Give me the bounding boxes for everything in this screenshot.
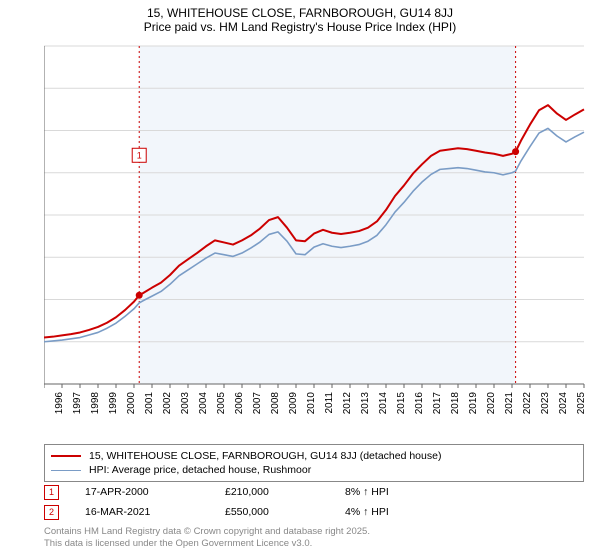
chart-container: 15, WHITEHOUSE CLOSE, FARNBOROUGH, GU14 … bbox=[0, 0, 600, 560]
svg-text:2018: 2018 bbox=[450, 392, 461, 415]
marker-delta-1: 8% ↑ HPI bbox=[345, 486, 465, 498]
svg-text:2005: 2005 bbox=[216, 392, 227, 415]
legend-label-hpi: HPI: Average price, detached house, Rush… bbox=[89, 464, 311, 476]
svg-text:2007: 2007 bbox=[252, 392, 263, 415]
svg-text:2003: 2003 bbox=[180, 392, 191, 415]
title-block: 15, WHITEHOUSE CLOSE, FARNBOROUGH, GU14 … bbox=[0, 0, 600, 34]
svg-text:2017: 2017 bbox=[432, 392, 443, 415]
legend-row-hpi: HPI: Average price, detached house, Rush… bbox=[51, 463, 577, 477]
svg-text:2010: 2010 bbox=[306, 392, 317, 415]
marker-date-1: 17-APR-2000 bbox=[85, 486, 225, 498]
marker-delta-2: 4% ↑ HPI bbox=[345, 506, 465, 518]
svg-text:2019: 2019 bbox=[468, 392, 479, 415]
svg-text:1996: 1996 bbox=[54, 392, 65, 415]
title-address: 15, WHITEHOUSE CLOSE, FARNBOROUGH, GU14 … bbox=[0, 6, 600, 20]
marker-num-2: 2 bbox=[49, 507, 54, 517]
marker-badge-2: 2 bbox=[44, 505, 59, 520]
marker-num-1: 1 bbox=[49, 487, 54, 497]
marker-row-1: 1 17-APR-2000 £210,000 8% ↑ HPI bbox=[44, 482, 465, 502]
legend-swatch-property bbox=[51, 455, 81, 457]
svg-text:2021: 2021 bbox=[504, 392, 515, 415]
footer-line-1: Contains HM Land Registry data © Crown c… bbox=[44, 526, 370, 538]
svg-text:2022: 2022 bbox=[522, 392, 533, 415]
marker-date-2: 16-MAR-2021 bbox=[85, 506, 225, 518]
svg-text:2002: 2002 bbox=[162, 392, 173, 415]
svg-text:2000: 2000 bbox=[126, 392, 137, 415]
svg-text:1999: 1999 bbox=[108, 392, 119, 415]
marker-price-2: £550,000 bbox=[225, 506, 345, 518]
svg-text:2020: 2020 bbox=[486, 392, 497, 415]
marker-table: 1 17-APR-2000 £210,000 8% ↑ HPI 2 16-MAR… bbox=[44, 482, 465, 522]
svg-text:2016: 2016 bbox=[414, 392, 425, 415]
svg-text:2023: 2023 bbox=[540, 392, 551, 415]
svg-text:1997: 1997 bbox=[72, 392, 83, 415]
svg-text:1: 1 bbox=[137, 150, 142, 160]
svg-text:2024: 2024 bbox=[558, 392, 569, 415]
svg-text:2015: 2015 bbox=[396, 392, 407, 415]
title-subtitle: Price paid vs. HM Land Registry's House … bbox=[0, 20, 600, 34]
svg-text:2001: 2001 bbox=[144, 392, 155, 415]
marker-badge-1: 1 bbox=[44, 485, 59, 500]
marker-price-1: £210,000 bbox=[225, 486, 345, 498]
svg-text:2013: 2013 bbox=[360, 392, 371, 415]
svg-text:1995: 1995 bbox=[44, 392, 47, 415]
svg-text:2025: 2025 bbox=[576, 392, 587, 415]
footer: Contains HM Land Registry data © Crown c… bbox=[44, 526, 370, 551]
svg-text:2014: 2014 bbox=[378, 392, 389, 415]
svg-text:2009: 2009 bbox=[288, 392, 299, 415]
svg-text:2006: 2006 bbox=[234, 392, 245, 415]
svg-text:2008: 2008 bbox=[270, 392, 281, 415]
marker-row-2: 2 16-MAR-2021 £550,000 4% ↑ HPI bbox=[44, 502, 465, 522]
svg-text:2004: 2004 bbox=[198, 392, 209, 415]
legend-swatch-hpi bbox=[51, 470, 81, 471]
svg-text:1998: 1998 bbox=[90, 392, 101, 415]
svg-text:2012: 2012 bbox=[342, 392, 353, 415]
legend-label-property: 15, WHITEHOUSE CLOSE, FARNBOROUGH, GU14 … bbox=[89, 450, 441, 462]
legend: 15, WHITEHOUSE CLOSE, FARNBOROUGH, GU14 … bbox=[44, 444, 584, 482]
legend-row-property: 15, WHITEHOUSE CLOSE, FARNBOROUGH, GU14 … bbox=[51, 449, 577, 463]
price-chart: £0£100K£200K£300K£400K£500K£600K£700K£80… bbox=[44, 42, 590, 422]
svg-text:2011: 2011 bbox=[324, 392, 335, 414]
footer-line-2: This data is licensed under the Open Gov… bbox=[44, 538, 370, 550]
